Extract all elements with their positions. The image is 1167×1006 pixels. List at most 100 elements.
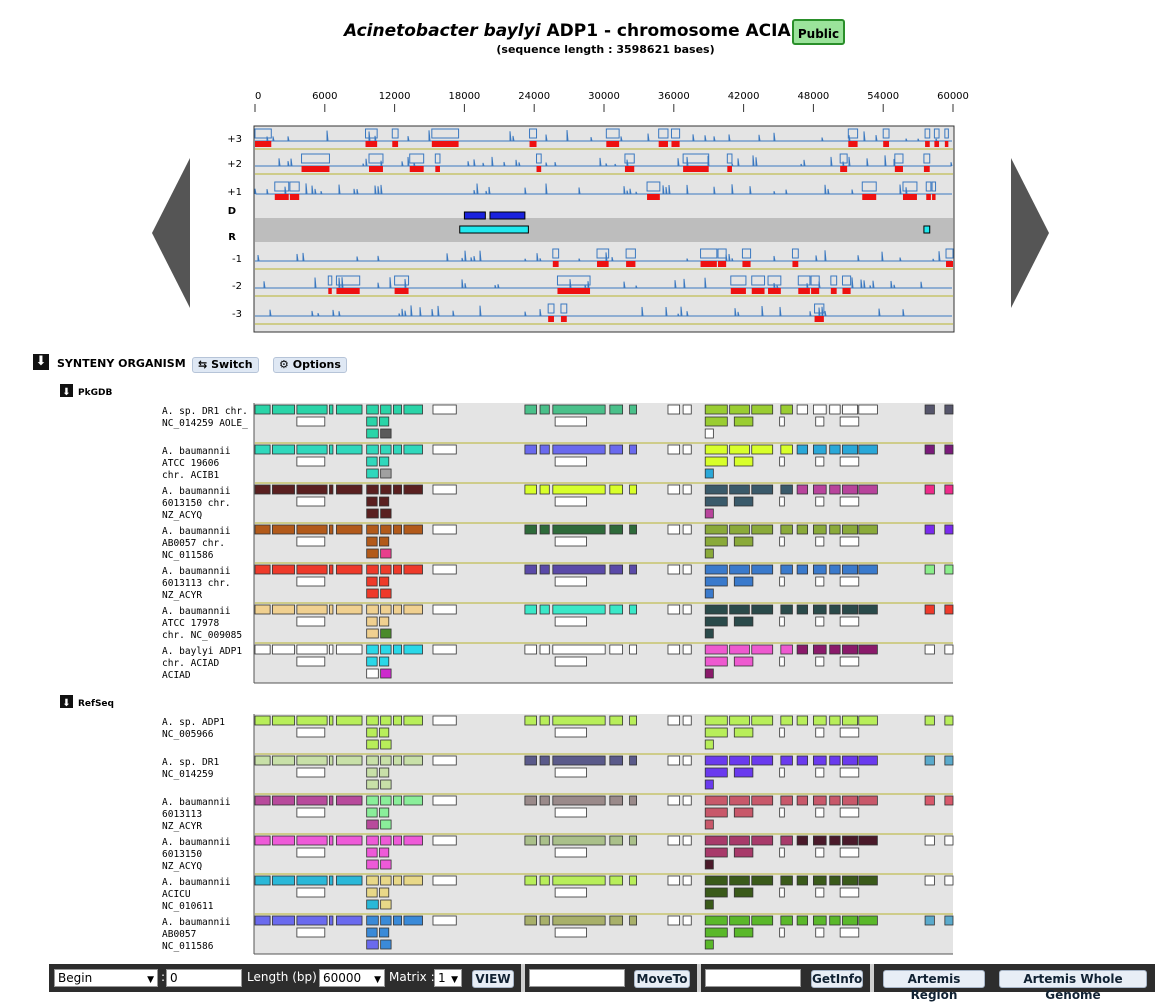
synteny-block xyxy=(629,795,637,806)
synteny-block xyxy=(336,835,363,846)
coding-signal-line xyxy=(254,183,952,195)
orf-outline xyxy=(625,248,636,259)
orf-outline xyxy=(861,181,877,192)
synteny-block xyxy=(858,644,878,655)
synteny-block xyxy=(842,755,859,766)
artemis-region-button[interactable]: Artemis Region xyxy=(883,970,985,1002)
synteny-block xyxy=(366,604,379,615)
synteny-block xyxy=(813,795,827,806)
synteny-block xyxy=(682,835,692,846)
orf-outline xyxy=(289,181,300,192)
synteny-block xyxy=(751,755,774,766)
synteny-block xyxy=(813,644,827,655)
collapse-synteny-icon[interactable]: ⬇ xyxy=(33,354,49,370)
synteny-block xyxy=(254,564,271,575)
artemis-whole-genome-button[interactable]: Artemis Whole Genome xyxy=(999,970,1147,1002)
ruler-tick-label: 30000 xyxy=(588,91,620,102)
synteny-block xyxy=(524,604,537,615)
orf-gene xyxy=(883,141,890,147)
synteny-block xyxy=(296,847,326,858)
organism-label: NC_010611 xyxy=(162,901,214,912)
orf-gene xyxy=(727,166,732,172)
switch-button[interactable]: ⇆ Switch xyxy=(192,357,259,373)
organism-label: chr. ACIAD xyxy=(162,658,219,669)
orf-gene xyxy=(842,288,851,294)
synteny-block xyxy=(704,835,728,846)
synteny-block xyxy=(815,847,825,858)
synteny-block xyxy=(380,715,392,726)
frame-label: +2 xyxy=(227,159,242,170)
synteny-block xyxy=(796,715,808,726)
synteny-block xyxy=(432,524,457,535)
synteny-block xyxy=(296,404,328,415)
synteny-block xyxy=(272,835,295,846)
synteny-block xyxy=(751,404,774,415)
synteny-block xyxy=(380,779,392,790)
synteny-block xyxy=(366,484,379,495)
synteny-block xyxy=(704,404,728,415)
orf-gene xyxy=(798,288,810,294)
synteny-block xyxy=(552,404,606,415)
synteny-block xyxy=(733,887,754,898)
synteny-block xyxy=(858,524,878,535)
synteny-block xyxy=(366,835,379,846)
synteny-block xyxy=(944,755,954,766)
synteny-block xyxy=(944,564,954,575)
synteny-block xyxy=(296,564,328,575)
matrix-select[interactable]: 1 xyxy=(434,969,462,988)
synteny-block xyxy=(366,715,379,726)
right-arrow-icon[interactable] xyxy=(1011,158,1049,308)
synteny-block xyxy=(432,564,457,575)
orf-outline xyxy=(933,128,940,139)
synteny-block xyxy=(432,875,457,886)
genome-view: 0 6000 12000 18000 24000 30000 36000 42000 48000… xyxy=(60,91,969,955)
synteny-block xyxy=(366,416,378,427)
moveto-input[interactable] xyxy=(529,969,625,987)
synteny-block xyxy=(380,795,392,806)
organism-label: 6013150 chr. xyxy=(162,498,231,509)
getinfo-input[interactable] xyxy=(705,969,801,987)
synteny-block xyxy=(366,404,379,415)
synteny-block xyxy=(729,915,750,926)
synteny-block xyxy=(839,576,860,587)
begin-input[interactable]: 0 xyxy=(166,969,242,987)
synteny-block xyxy=(924,644,935,655)
view-button[interactable]: VIEW xyxy=(472,970,514,988)
length-select[interactable]: 60000 xyxy=(319,969,385,988)
synteny-block xyxy=(366,739,379,750)
orf-gene xyxy=(768,288,781,294)
synteny-block xyxy=(682,524,692,535)
orf-outline xyxy=(605,128,620,139)
synteny-block xyxy=(379,807,390,818)
synteny-block xyxy=(796,644,808,655)
left-arrow-icon[interactable] xyxy=(152,158,190,308)
synteny-block xyxy=(944,524,954,535)
synteny-block xyxy=(829,755,841,766)
synteny-block xyxy=(779,616,785,627)
options-button[interactable]: ⚙ Options xyxy=(273,357,347,373)
synteny-block xyxy=(842,835,859,846)
synteny-title: SYNTENY ORGANISM xyxy=(57,357,186,370)
synteny-block xyxy=(393,604,402,615)
ruler-tick-label: 60000 xyxy=(937,91,969,102)
synteny-block xyxy=(733,767,754,778)
orf-gene xyxy=(894,166,903,172)
organism-label: ACICU xyxy=(162,889,191,900)
synteny-block xyxy=(329,444,334,455)
orf-gene xyxy=(560,316,567,322)
synteny-block xyxy=(813,835,827,846)
synteny-block xyxy=(704,548,714,559)
public-badge[interactable]: Public xyxy=(792,19,845,45)
orf-gene xyxy=(840,166,848,172)
matrix-label: Matrix : xyxy=(389,970,435,984)
getinfo-button[interactable]: GetInfo xyxy=(811,970,863,988)
orf-outline xyxy=(730,275,747,286)
synteny-block xyxy=(403,564,423,575)
synteny-block xyxy=(379,927,390,938)
synteny-block xyxy=(780,715,793,726)
synteny-block xyxy=(380,835,392,846)
begin-select[interactable]: Begin xyxy=(54,969,158,988)
orf-outline xyxy=(931,181,937,192)
synteny-block xyxy=(379,416,390,427)
moveto-button[interactable]: MoveTo xyxy=(634,970,690,988)
